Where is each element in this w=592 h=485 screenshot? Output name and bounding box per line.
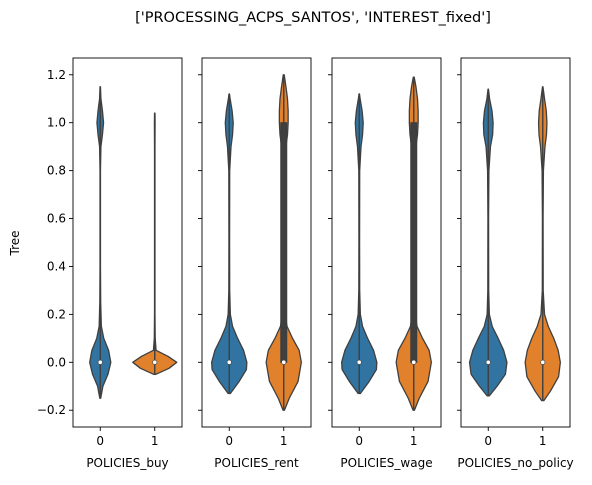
x-tick-label: 1 [280, 434, 288, 448]
median-point [485, 359, 491, 365]
axes-frame [460, 57, 571, 428]
panel-POLICIES_wage: POLICIES_wage 0 1 [328, 57, 442, 470]
median-point [97, 359, 103, 365]
axes-frame [72, 57, 183, 428]
x-tick-label: 0 [355, 434, 363, 448]
median-point [281, 359, 287, 365]
y-axis-label: Tree [8, 230, 22, 256]
median-point [226, 359, 232, 365]
y-tick-label: 0.0 [47, 355, 66, 369]
x-tick-label: 1 [539, 434, 547, 448]
axes-frame [201, 57, 312, 428]
chart-title: ['PROCESSING_ACPS_SANTOS', 'INTEREST_fix… [135, 10, 491, 26]
panel-POLICIES_rent: POLICIES_rent 0 1 [198, 57, 312, 470]
panel-POLICIES_no_policy: POLICIES_no_policy 0 1 [457, 57, 574, 470]
y-tick-label: 0.4 [47, 259, 66, 273]
x-axis-label: POLICIES_wage [340, 456, 432, 470]
x-tick-label: 0 [484, 434, 492, 448]
x-axis-label: POLICIES_rent [214, 456, 299, 470]
x-tick-label: 0 [225, 434, 233, 448]
x-tick-label: 1 [151, 434, 159, 448]
iqr-box [410, 122, 418, 363]
panel-POLICIES_buy: −0.2 0.0 0.2 0.4 0.6 0.8 1.0 1.2 POLICIES_buy 0 1 [37, 57, 183, 470]
x-axis-label: POLICIES_no_policy [457, 456, 573, 470]
y-tick-label: 1.2 [47, 68, 66, 82]
y-tick-label: 1.0 [47, 116, 66, 130]
y-tick-label: 0.6 [47, 212, 66, 226]
x-tick-label: 1 [410, 434, 418, 448]
median-point [540, 359, 546, 365]
median-point [152, 359, 158, 365]
y-tick-label: −0.2 [37, 403, 66, 417]
y-tick-label: 0.8 [47, 164, 66, 178]
x-tick-label: 0 [96, 434, 104, 448]
median-point [356, 359, 362, 365]
y-tick-label: 0.2 [47, 307, 66, 321]
x-axis-label: POLICIES_buy [86, 456, 168, 470]
median-point [411, 359, 417, 365]
iqr-box [280, 122, 288, 363]
axes-frame [331, 57, 442, 428]
